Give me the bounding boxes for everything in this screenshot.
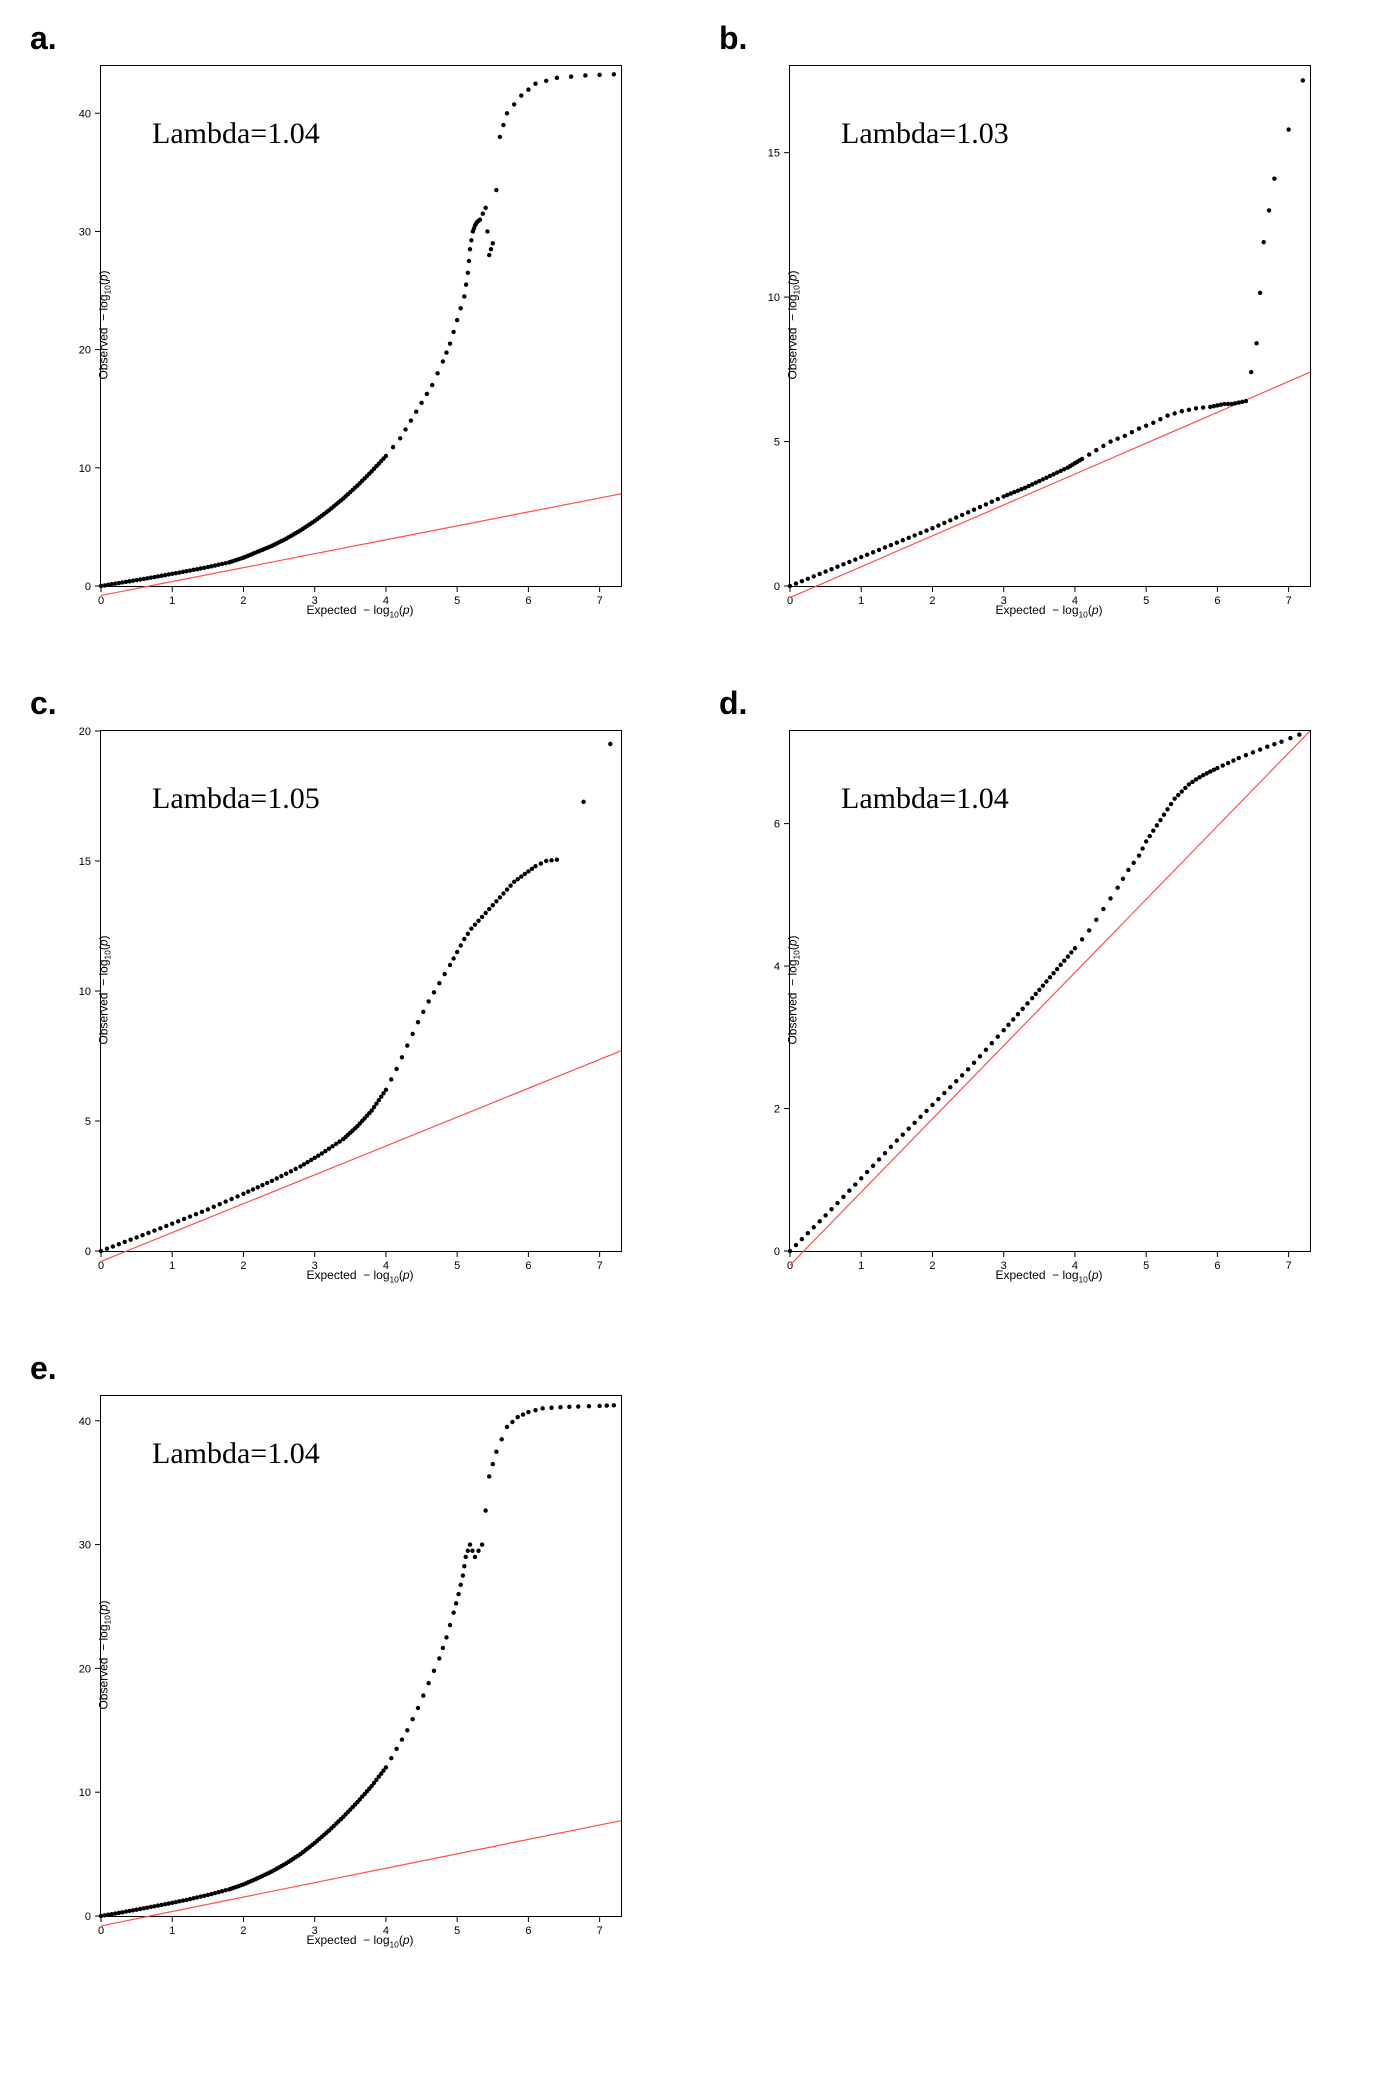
svg-text:15: 15: [768, 148, 780, 160]
svg-text:10: 10: [79, 986, 91, 998]
svg-text:10: 10: [79, 463, 91, 475]
panel-c: c.Lambda=1.05Observed − log10(p)Expected…: [40, 685, 669, 1290]
panel-label-a: a.: [30, 20, 669, 57]
svg-text:20: 20: [79, 1663, 91, 1675]
svg-text:0: 0: [85, 1246, 91, 1258]
svg-text:5: 5: [85, 1116, 91, 1128]
svg-text:0: 0: [774, 581, 780, 593]
y-axis-label: Observed − log10(p): [96, 1600, 112, 1709]
plot-wrap-d: Lambda=1.04Observed − log10(p)Expected −…: [789, 730, 1309, 1250]
svg-text:0: 0: [787, 1260, 793, 1272]
lambda-text-a: Lambda=1.04: [152, 117, 320, 151]
svg-text:10: 10: [79, 1787, 91, 1799]
x-axis-label: Expected − log10(p): [995, 603, 1102, 619]
svg-text:5: 5: [454, 1260, 460, 1272]
panel-label-b: b.: [719, 20, 1358, 57]
reference-line: [101, 494, 621, 596]
svg-text:1: 1: [169, 595, 175, 607]
svg-text:40: 40: [79, 108, 91, 120]
x-axis-label: Expected − log10(p): [306, 1268, 413, 1284]
svg-text:5: 5: [454, 1925, 460, 1937]
svg-text:5: 5: [1143, 1260, 1149, 1272]
svg-text:6: 6: [774, 819, 780, 831]
svg-text:0: 0: [85, 581, 91, 593]
svg-text:5: 5: [454, 595, 460, 607]
lambda-text-e: Lambda=1.04: [152, 1437, 320, 1471]
plot-wrap-c: Lambda=1.05Observed − log10(p)Expected −…: [100, 730, 620, 1250]
svg-text:6: 6: [525, 1925, 531, 1937]
svg-text:1: 1: [169, 1260, 175, 1272]
svg-text:10: 10: [768, 292, 780, 304]
svg-text:30: 30: [79, 226, 91, 238]
svg-text:5: 5: [1143, 595, 1149, 607]
qq-plot-e: 01234567010203040: [100, 1395, 622, 1917]
panel-e: e.Lambda=1.04Observed − log10(p)Expected…: [40, 1350, 669, 1955]
y-axis-label: Observed − log10(p): [785, 935, 801, 1044]
panel-d: d.Lambda=1.04Observed − log10(p)Expected…: [729, 685, 1358, 1290]
svg-text:2: 2: [774, 1104, 780, 1116]
svg-text:0: 0: [98, 595, 104, 607]
svg-text:2: 2: [240, 1260, 246, 1272]
svg-text:7: 7: [597, 1260, 603, 1272]
svg-text:1: 1: [169, 1925, 175, 1937]
lambda-text-b: Lambda=1.03: [841, 117, 1009, 151]
svg-text:1: 1: [858, 595, 864, 607]
svg-text:2: 2: [240, 595, 246, 607]
x-axis-label: Expected − log10(p): [306, 1933, 413, 1949]
y-axis-label: Observed − log10(p): [96, 935, 112, 1044]
svg-text:7: 7: [597, 595, 603, 607]
x-axis-label: Expected − log10(p): [306, 603, 413, 619]
svg-text:7: 7: [597, 1925, 603, 1937]
panel-label-c: c.: [30, 685, 669, 722]
svg-text:30: 30: [79, 1540, 91, 1552]
svg-text:4: 4: [774, 961, 780, 973]
svg-text:6: 6: [1214, 595, 1220, 607]
svg-text:0: 0: [774, 1246, 780, 1258]
svg-text:5: 5: [774, 437, 780, 449]
svg-text:0: 0: [98, 1260, 104, 1272]
panel-label-e: e.: [30, 1350, 669, 1387]
panel-label-d: d.: [719, 685, 1358, 722]
svg-text:6: 6: [525, 595, 531, 607]
svg-text:6: 6: [1214, 1260, 1220, 1272]
svg-text:40: 40: [79, 1416, 91, 1428]
svg-text:2: 2: [929, 1260, 935, 1272]
lambda-text-d: Lambda=1.04: [841, 782, 1009, 816]
reference-line: [101, 1821, 621, 1926]
svg-text:0: 0: [85, 1911, 91, 1923]
plot-wrap-a: Lambda=1.04Observed − log10(p)Expected −…: [100, 65, 620, 585]
svg-text:2: 2: [240, 1925, 246, 1937]
svg-text:20: 20: [79, 726, 91, 738]
y-axis-label: Observed − log10(p): [96, 270, 112, 379]
svg-text:2: 2: [929, 595, 935, 607]
svg-text:7: 7: [1286, 595, 1292, 607]
lambda-text-c: Lambda=1.05: [152, 782, 320, 816]
empty-cell: [729, 1350, 1358, 1955]
panel-a: a.Lambda=1.04Observed − log10(p)Expected…: [40, 20, 669, 625]
svg-text:1: 1: [858, 1260, 864, 1272]
svg-text:20: 20: [79, 345, 91, 357]
plot-wrap-e: Lambda=1.04Observed − log10(p)Expected −…: [100, 1395, 620, 1915]
svg-text:15: 15: [79, 856, 91, 868]
y-axis-label: Observed − log10(p): [785, 270, 801, 379]
panel-b: b.Lambda=1.03Observed − log10(p)Expected…: [729, 20, 1358, 625]
qq-plot-grid: a.Lambda=1.04Observed − log10(p)Expected…: [40, 20, 1358, 1955]
x-axis-label: Expected − log10(p): [995, 1268, 1102, 1284]
svg-text:6: 6: [525, 1260, 531, 1272]
reference-line: [101, 1051, 621, 1262]
svg-text:7: 7: [1286, 1260, 1292, 1272]
plot-wrap-b: Lambda=1.03Observed − log10(p)Expected −…: [789, 65, 1309, 585]
svg-text:0: 0: [98, 1925, 104, 1937]
